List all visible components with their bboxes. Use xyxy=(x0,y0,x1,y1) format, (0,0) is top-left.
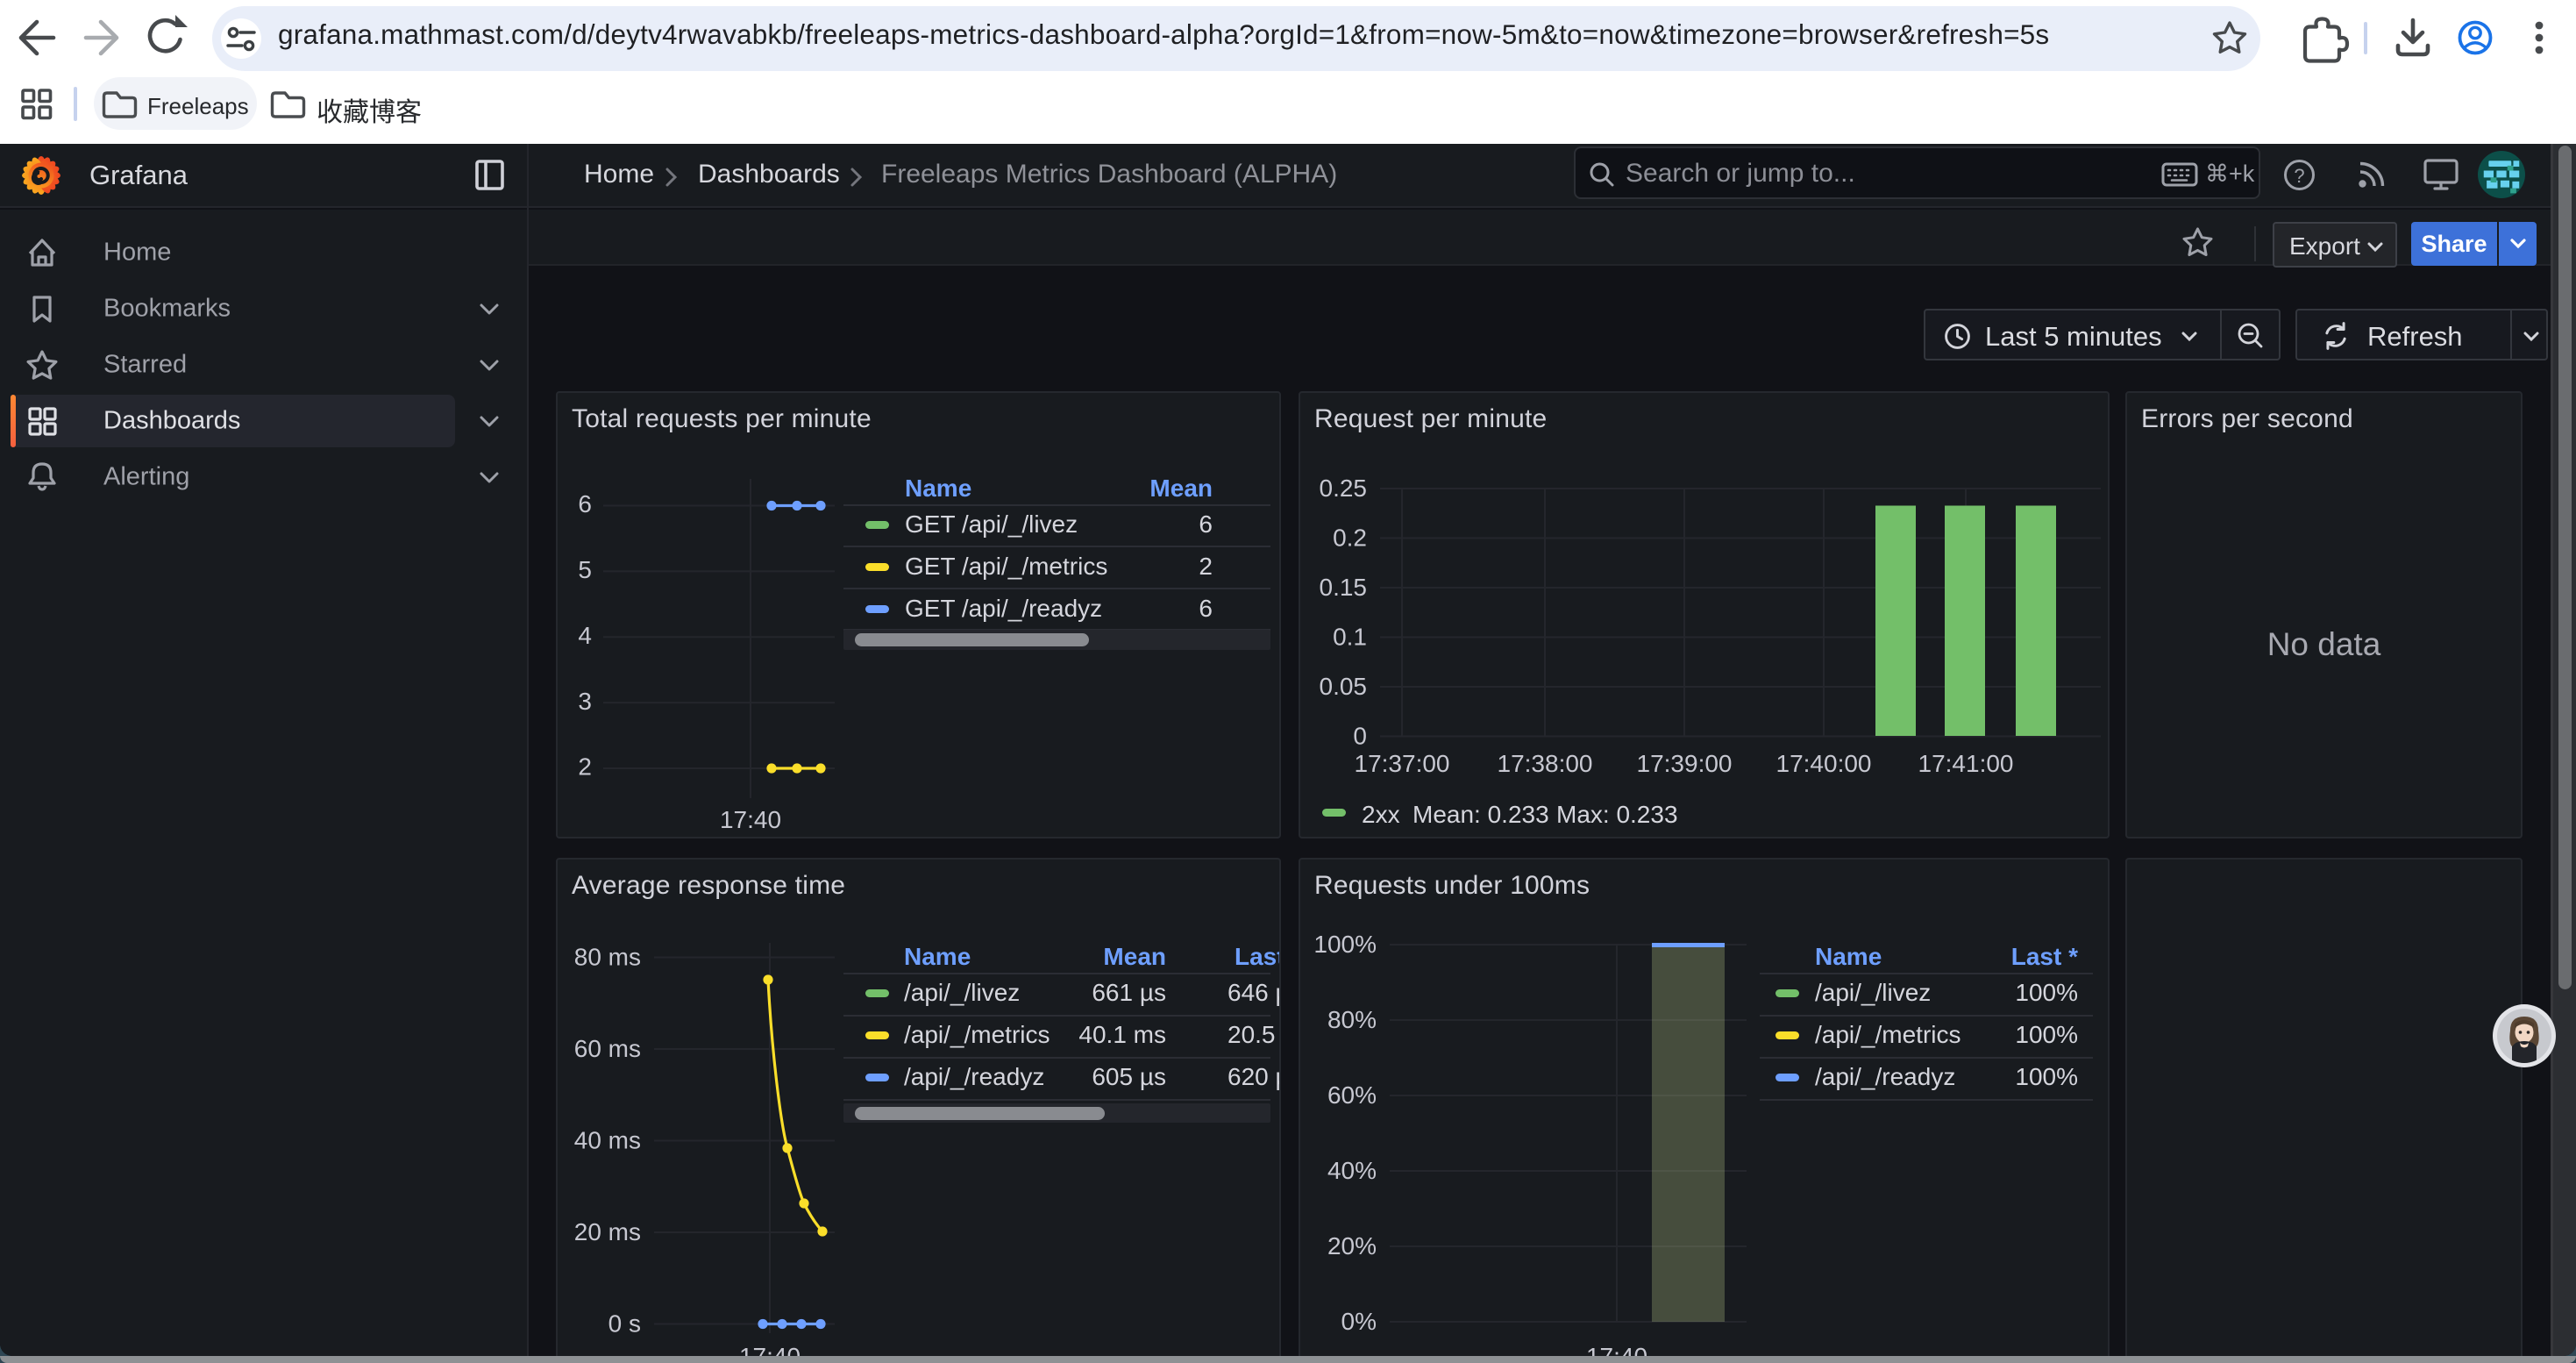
svg-text:17:40: 17:40 xyxy=(739,1343,801,1356)
svg-text:0.25: 0.25 xyxy=(1320,475,1368,502)
svg-text:0%: 0% xyxy=(1341,1308,1377,1335)
svg-text:0.1: 0.1 xyxy=(1333,624,1367,651)
svg-text:17:40: 17:40 xyxy=(720,806,781,833)
svg-text:0 s: 0 s xyxy=(608,1310,641,1338)
svg-text:0.15: 0.15 xyxy=(1320,574,1368,601)
svg-text:6: 6 xyxy=(578,490,592,517)
svg-text:4: 4 xyxy=(578,622,592,649)
svg-text:60%: 60% xyxy=(1327,1081,1377,1109)
svg-text:0: 0 xyxy=(1353,723,1367,750)
svg-text:17:41:00: 17:41:00 xyxy=(1918,750,2014,777)
svg-text:2: 2 xyxy=(578,753,592,781)
svg-text:17:40: 17:40 xyxy=(1586,1343,1647,1356)
svg-text:17:39:00: 17:39:00 xyxy=(1637,750,1733,777)
svg-text:80%: 80% xyxy=(1327,1006,1377,1033)
svg-text:40%: 40% xyxy=(1327,1157,1377,1184)
svg-text:40 ms: 40 ms xyxy=(574,1127,641,1154)
svg-text:20%: 20% xyxy=(1327,1232,1377,1260)
svg-text:3: 3 xyxy=(578,688,592,715)
svg-text:20 ms: 20 ms xyxy=(574,1218,641,1245)
svg-text:5: 5 xyxy=(578,556,592,583)
svg-text:100%: 100% xyxy=(1313,931,1377,958)
svg-text:80 ms: 80 ms xyxy=(574,944,641,971)
svg-text:0.2: 0.2 xyxy=(1333,525,1367,552)
svg-text:60 ms: 60 ms xyxy=(574,1035,641,1062)
svg-text:17:37:00: 17:37:00 xyxy=(1355,750,1450,777)
svg-text:0.05: 0.05 xyxy=(1320,673,1368,700)
svg-text:17:40:00: 17:40:00 xyxy=(1776,750,1872,777)
svg-text:17:38:00: 17:38:00 xyxy=(1498,750,1593,777)
svg-text:?: ? xyxy=(2294,165,2304,187)
